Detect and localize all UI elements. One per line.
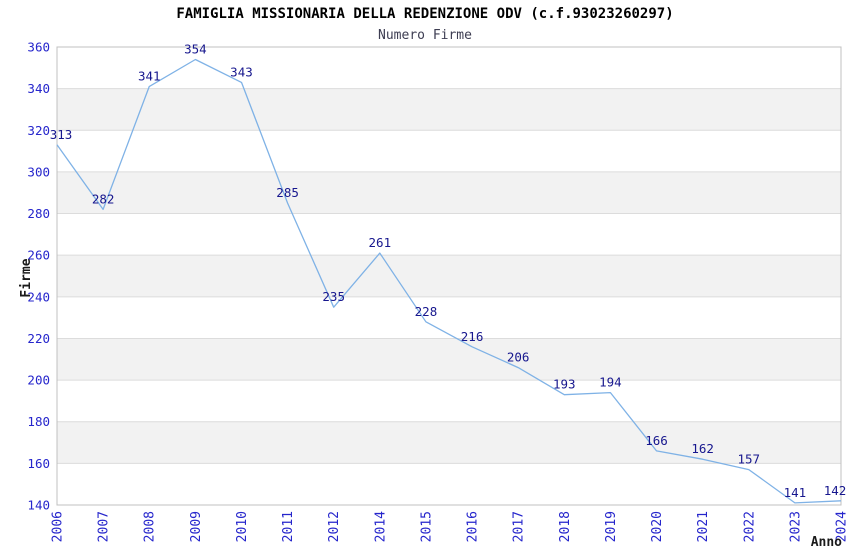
x-tick-label: 2021 — [696, 511, 711, 542]
data-label: 216 — [461, 329, 484, 344]
x-tick-label: 2009 — [189, 511, 204, 542]
y-tick-label: 160 — [27, 456, 50, 471]
x-tick-label: 2011 — [281, 511, 296, 542]
y-tick-label: 360 — [27, 40, 50, 55]
data-label: 354 — [184, 41, 207, 56]
data-label: 194 — [599, 375, 622, 390]
x-tick-label: 2018 — [558, 511, 573, 542]
x-tick-label: 2014 — [373, 511, 388, 542]
x-tick-label: 2010 — [235, 511, 250, 542]
data-label: 313 — [50, 127, 73, 142]
data-label: 235 — [322, 289, 345, 304]
data-label: 261 — [369, 235, 392, 250]
y-tick-label: 180 — [27, 414, 50, 429]
x-tick-label: 2006 — [51, 511, 66, 542]
y-axis-title: Firme — [19, 258, 34, 297]
x-axis-title: Anno — [811, 535, 842, 550]
chart-title: FAMIGLIA MISSIONARIA DELLA REDENZIONE OD… — [176, 6, 674, 22]
plot-band — [57, 255, 841, 297]
x-tick-label: 2017 — [512, 511, 527, 542]
x-tick-label: 2024 — [835, 511, 850, 542]
x-tick-label: 2020 — [650, 511, 665, 542]
data-label: 193 — [553, 377, 576, 392]
plot-band — [57, 47, 841, 89]
plot-band — [57, 463, 841, 505]
y-tick-label: 140 — [27, 498, 50, 513]
plot-band — [57, 88, 841, 131]
x-tick-label: 2015 — [419, 511, 434, 542]
x-tick-label: 2023 — [788, 511, 803, 542]
x-tick-label: 2022 — [742, 511, 757, 542]
y-tick-label: 260 — [27, 248, 50, 263]
data-label: 341 — [138, 69, 161, 84]
x-tick-label: 2016 — [466, 511, 481, 542]
data-label: 282 — [92, 191, 115, 206]
data-label: 228 — [415, 304, 438, 319]
data-label: 285 — [276, 185, 299, 200]
data-line — [56, 58, 842, 504]
y-tick-label: 280 — [27, 206, 50, 221]
x-tick-label: 2008 — [143, 511, 158, 542]
data-label: 141 — [784, 485, 807, 500]
data-label: 162 — [691, 441, 714, 456]
data-label: 343 — [230, 64, 253, 79]
plot-band — [57, 296, 841, 339]
chart-subtitle: Numero Firme — [378, 28, 472, 43]
plot-band — [57, 421, 841, 464]
plot-band — [57, 338, 841, 381]
x-tick-label: 2019 — [604, 511, 619, 542]
plot-band — [57, 171, 841, 214]
plot-band — [57, 213, 841, 256]
plot-border — [56, 46, 842, 506]
y-tick-label: 220 — [27, 331, 50, 346]
x-tick-label: 2007 — [97, 511, 112, 542]
y-tick-label: 240 — [27, 289, 50, 304]
y-tick-label: 320 — [27, 123, 50, 138]
data-label: 206 — [507, 350, 530, 365]
y-tick-label: 340 — [27, 81, 50, 96]
plot-band — [57, 380, 841, 422]
x-tick-label: 2012 — [327, 511, 342, 542]
y-tick-label: 300 — [27, 164, 50, 179]
data-label: 142 — [824, 483, 847, 498]
data-label: 157 — [737, 452, 760, 467]
y-tick-label: 200 — [27, 373, 50, 388]
plot-band — [57, 130, 841, 172]
data-label: 166 — [645, 433, 668, 448]
